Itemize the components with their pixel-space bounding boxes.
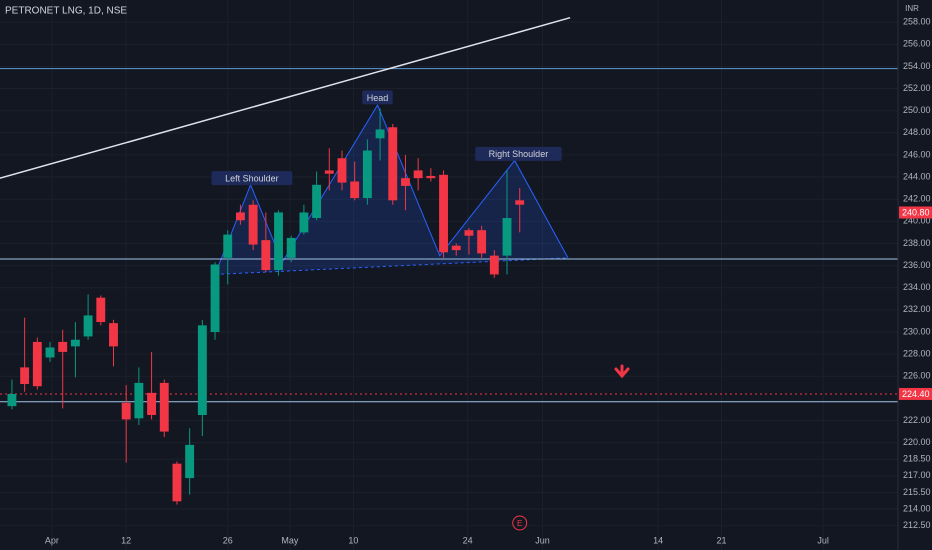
event-marker	[512, 515, 528, 531]
y-tick-label: 215.50	[903, 487, 931, 497]
y-tick-label: 238.00	[903, 238, 931, 248]
candle-body	[121, 402, 131, 420]
candle-body	[58, 341, 68, 352]
x-tick-label: Jun	[535, 535, 550, 545]
x-tick-label: 10	[348, 535, 358, 545]
currency: INR	[905, 4, 919, 13]
chart-title: PETRONET LNG, 1D, NSE	[5, 6, 127, 17]
x-tick-label: 26	[223, 535, 233, 545]
candle-body	[197, 325, 207, 415]
candle-body	[413, 170, 423, 179]
y-tick-label: 232.00	[903, 304, 931, 314]
y-tick-label: 258.00	[903, 17, 931, 27]
x-tick-label: 14	[653, 535, 663, 545]
x-tick-label: May	[281, 535, 299, 545]
candle-body	[235, 212, 245, 221]
y-tick-label: 254.00	[903, 61, 931, 71]
candle-body	[515, 200, 525, 205]
annotation-box	[362, 90, 393, 105]
y-tick-label: 252.00	[903, 83, 931, 93]
candle-body	[159, 382, 169, 432]
candle-body	[426, 175, 436, 179]
candle-body	[477, 230, 487, 254]
y-tick-label: 228.00	[903, 348, 931, 358]
y-tick-label: 240.00	[903, 216, 931, 226]
candle-body	[401, 178, 410, 186]
candle-body	[20, 367, 30, 385]
y-tick-label: 248.00	[903, 127, 931, 137]
candle-body	[337, 158, 347, 183]
y-tick-label: 220.00	[903, 437, 931, 447]
y-tick-label: 246.00	[903, 149, 931, 159]
candle-body	[147, 392, 157, 415]
price-tag	[899, 387, 932, 400]
trend-line	[0, 16, 571, 179]
candle-body	[7, 393, 17, 407]
candle-body	[451, 245, 461, 251]
x-tick-label: 21	[717, 535, 727, 545]
annotation-label: Right Shoulder	[489, 149, 549, 159]
candle-body	[489, 255, 499, 275]
y-tick-label: 226.00	[903, 371, 931, 381]
candle-body	[299, 212, 309, 233]
candle-body	[464, 230, 474, 236]
candle-body	[248, 204, 258, 245]
candle-body	[261, 240, 271, 271]
candle-body	[223, 234, 233, 258]
candle-body	[324, 170, 334, 174]
y-tick-label: 222.00	[903, 415, 931, 425]
pattern-base	[215, 257, 568, 275]
event-label: E	[517, 519, 522, 528]
candle-body	[350, 181, 360, 199]
y-tick-label: 236.00	[903, 260, 931, 270]
candle-body	[274, 212, 283, 271]
candle-body	[362, 150, 372, 199]
price-axis: 258.00 256.00 254.00 252.00 250.00 248.00 246.…	[45, 17, 932, 545]
annotation-box	[475, 146, 562, 161]
candle-body	[83, 315, 93, 337]
candle-body	[388, 127, 398, 201]
candle-body	[134, 382, 144, 419]
y-tick-label: 242.00	[903, 194, 931, 204]
annotation-label: Left Shoulder	[225, 174, 279, 184]
y-tick-label: 218.50	[903, 454, 931, 464]
candle-body	[210, 264, 220, 332]
candle-body	[502, 218, 512, 256]
candle-body	[286, 237, 296, 258]
candle-body	[109, 323, 118, 347]
price-tag-label: 240.80	[902, 207, 930, 217]
y-tick-label: 234.00	[903, 282, 931, 292]
annotation-box	[211, 171, 293, 186]
price-tag	[899, 206, 932, 219]
x-tick-label: 12	[121, 535, 131, 545]
candle-body	[96, 297, 106, 323]
plot: Left Shoulder Head Right Shoulder E	[0, 16, 898, 531]
candle-body	[312, 184, 322, 219]
y-tick-label: 214.00	[903, 503, 931, 513]
candle-body	[45, 347, 55, 358]
y-tick-label: 212.50	[903, 520, 931, 530]
candle-body	[70, 339, 80, 347]
grid	[0, 0, 898, 550]
y-tick-label: 244.00	[903, 171, 931, 181]
candle-body	[32, 341, 42, 387]
candle-body	[172, 463, 182, 502]
candle-body	[439, 174, 448, 253]
price-tag-label: 224.40	[902, 389, 930, 399]
y-tick-label: 250.00	[903, 105, 931, 115]
y-tick-label: 256.00	[903, 39, 931, 49]
down-arrow-icon	[614, 364, 630, 379]
x-tick-label: 24	[463, 535, 473, 545]
x-tick-label: Apr	[45, 535, 59, 545]
annotation-label: Head	[367, 93, 389, 103]
y-tick-label: 230.00	[903, 326, 931, 336]
x-tick-label: Jul	[817, 535, 829, 545]
y-tick-label: 217.00	[903, 470, 931, 480]
candle-body	[185, 444, 195, 479]
candle-body	[375, 129, 385, 139]
